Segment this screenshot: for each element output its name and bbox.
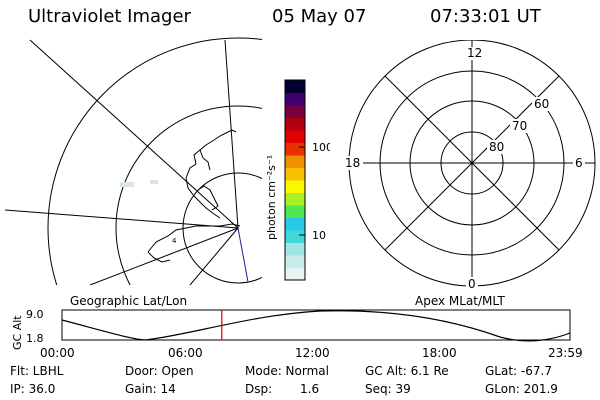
apex-caption: Apex MLat/MLT [415, 294, 505, 308]
colorbar: 100 10 photon cm⁻²s⁻¹ [265, 79, 330, 281]
timeline-frame [61, 309, 571, 341]
lat-circle [47, 37, 262, 285]
altitude-curve [61, 310, 571, 342]
mlat-label-60: 60 [534, 97, 549, 111]
colorbar-stripe [285, 192, 305, 206]
timeline-ytick-bottom: 1.8 [26, 332, 44, 345]
colorbar-stripe [285, 230, 305, 243]
xtick-0600: 06:00 [168, 346, 203, 360]
dsp-value: 1.6 [300, 382, 320, 396]
aurora-patches [120, 180, 158, 187]
instrument-title: Ultraviolet Imager [28, 6, 191, 27]
colorbar-tick-100: 100 [312, 141, 330, 154]
gain-info: Gain: 14 [125, 382, 176, 396]
glon-info: GLon: 201.9 [485, 382, 558, 396]
colorbar-stripe [285, 267, 305, 281]
colorbar-tick-10: 10 [312, 229, 326, 242]
coastline [147, 129, 241, 263]
ip-info: IP: 36.0 [10, 382, 56, 396]
colorbar-stripe [285, 117, 305, 131]
xtick-1800: 18:00 [422, 346, 457, 360]
meridian-line [89, 227, 239, 285]
colorbar-stripe [285, 205, 305, 218]
meridian-line [224, 39, 239, 229]
colorbar-stripe [285, 92, 305, 106]
xtick-1200: 12:00 [295, 346, 330, 360]
coast-mark: 4 [172, 237, 177, 245]
time-label: 07:33:01 UT [430, 6, 541, 27]
colorbar-stripe [285, 142, 305, 156]
magnetic-polar-map: 12 18 6 0 60 70 80 [343, 40, 596, 291]
xtick-0000: 00:00 [40, 346, 75, 360]
door-info: Door: Open [125, 364, 194, 378]
timeline-axis-title: GC Alt [11, 315, 24, 350]
colorbar-stripe [285, 105, 305, 118]
meridian-line [4, 209, 239, 229]
orbit-track [237, 227, 249, 283]
timeline-ytick-top: 9.0 [26, 308, 44, 321]
mlat-label-70: 70 [512, 119, 527, 133]
geographic-map: 4 [4, 37, 262, 285]
meridian-line [189, 227, 239, 285]
colorbar-unit: photon cm⁻²s⁻¹ [265, 155, 278, 240]
seq-info: Seq: 39 [365, 382, 411, 396]
geographic-caption: Geographic Lat/Lon [70, 294, 188, 308]
date-label: 05 May 07 [272, 6, 367, 27]
glat-info: GLat: -67.7 [485, 364, 552, 378]
aurora-patch [120, 182, 134, 187]
mode-info: Mode: Normal [245, 364, 329, 378]
colorbar-stripes [285, 80, 305, 281]
altitude-timeline: GC Alt 9.0 1.8 [11, 308, 571, 350]
gc-alt-info: GC Alt: 6.1 Re [365, 364, 449, 378]
mlat-label-80: 80 [489, 140, 504, 154]
lat-circle [115, 105, 262, 285]
mlt-label-12: 12 [467, 46, 482, 60]
colorbar-stripe [285, 80, 305, 93]
filter-info: Flt: LBHL [10, 364, 64, 378]
mlt-label-0: 0 [468, 277, 476, 291]
colorbar-stripe [285, 255, 305, 268]
colorbar-stripe [285, 155, 305, 168]
aurora-patch [150, 180, 158, 184]
colorbar-stripe [285, 180, 305, 193]
colorbar-stripe [285, 167, 305, 181]
mlt-label-18: 18 [345, 156, 360, 170]
dsp-label: Dsp: [245, 382, 273, 396]
mlt-label-6: 6 [575, 156, 583, 170]
colorbar-stripe [285, 242, 305, 256]
lat-circle [182, 172, 262, 284]
colorbar-stripe [285, 217, 305, 231]
meridian-line [29, 39, 239, 229]
xtick-2359: 23:59 [548, 346, 583, 360]
colorbar-stripe [285, 130, 305, 143]
